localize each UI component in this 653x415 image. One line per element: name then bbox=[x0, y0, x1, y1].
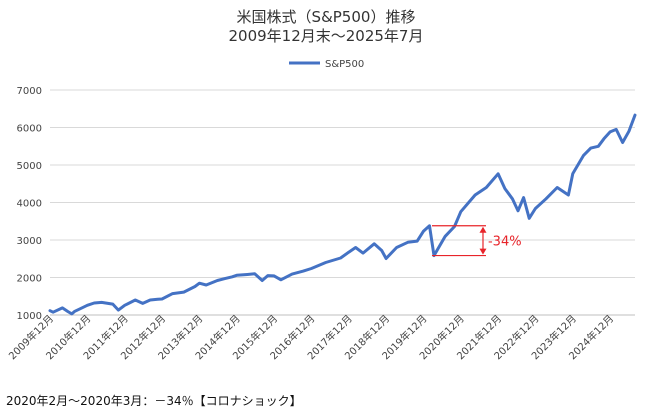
y-tick-label: 2000 bbox=[17, 274, 42, 285]
y-tick-label: 5000 bbox=[17, 161, 42, 172]
y-tick-label: 3000 bbox=[17, 236, 42, 247]
x-axis: 2009年12月2010年12月2011年12月2012年12月2013年12月… bbox=[6, 312, 616, 362]
annotation-layer: -34% bbox=[431, 225, 522, 257]
y-tick-label: 6000 bbox=[17, 124, 42, 135]
series-line-sp500 bbox=[48, 113, 637, 316]
y-tick-label: 7000 bbox=[17, 86, 42, 97]
annotation-arrow-down bbox=[479, 248, 487, 255]
y-axis: 1000 2000 3000 4000 5000 6000 7000 bbox=[17, 86, 42, 322]
gridlines bbox=[50, 89, 635, 316]
chart-subtitle: 2009年12月末～2025年7月 bbox=[229, 27, 424, 45]
footnote: 2020年2月～2020年3月：－34％【コロナショック】 bbox=[6, 394, 302, 408]
chart-title: 米国株式（S&P500）推移 bbox=[237, 8, 416, 26]
y-tick-label: 4000 bbox=[17, 199, 42, 210]
legend-label-sp500: S&P500 bbox=[325, 59, 364, 70]
legend: S&P500 bbox=[289, 59, 364, 70]
annotation-label: -34% bbox=[488, 235, 522, 250]
y-tick-label: 1000 bbox=[17, 311, 42, 322]
annotation-arrow-up bbox=[479, 226, 487, 233]
series-layer bbox=[48, 113, 637, 316]
